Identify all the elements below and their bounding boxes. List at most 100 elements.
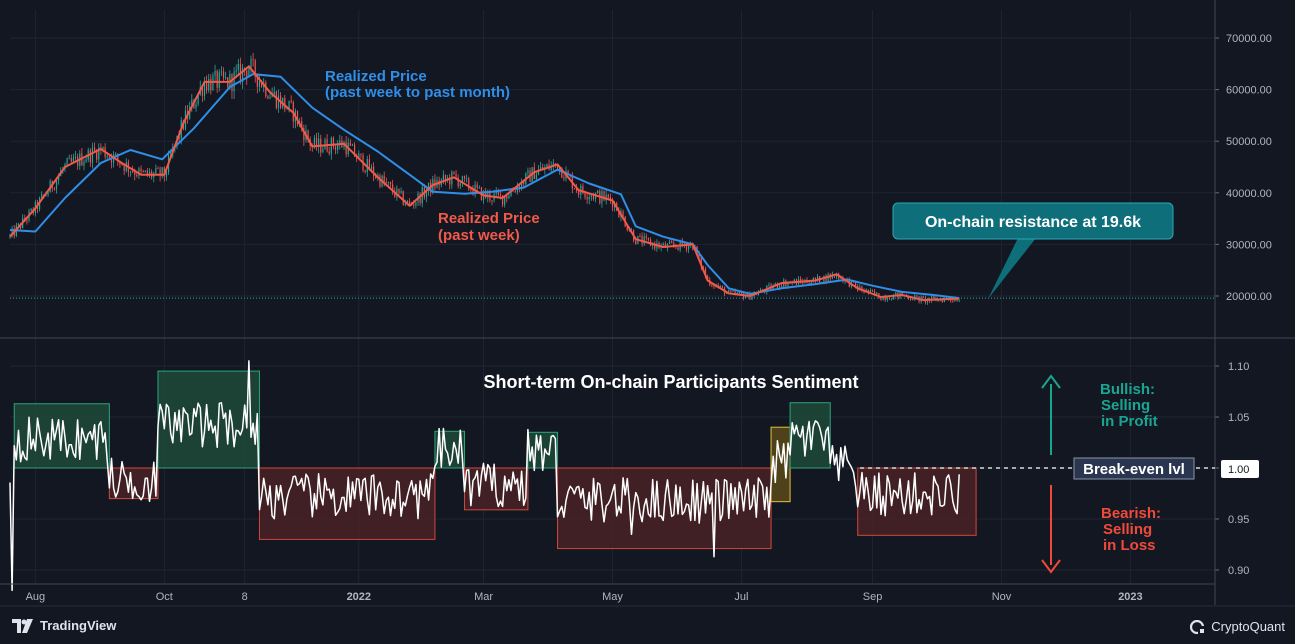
candle-body bbox=[267, 96, 269, 99]
candle-body bbox=[252, 59, 254, 61]
candle-body bbox=[909, 298, 912, 300]
candle-body bbox=[559, 167, 561, 171]
candle-body bbox=[17, 223, 20, 226]
cryptoquant-logo[interactable]: CryptoQuant bbox=[1190, 619, 1285, 634]
candle-body bbox=[485, 191, 487, 198]
candle-body bbox=[618, 210, 620, 218]
realized-price-week-line bbox=[9, 65, 960, 302]
candle-body bbox=[318, 138, 320, 148]
candle-body bbox=[681, 240, 683, 246]
candle-body bbox=[810, 282, 812, 285]
candle-body bbox=[366, 159, 368, 172]
candle-body bbox=[96, 150, 98, 160]
candle-body bbox=[563, 177, 565, 179]
candle-body bbox=[72, 157, 75, 162]
candle-body bbox=[220, 71, 223, 73]
candle-body bbox=[816, 276, 819, 281]
candle-body bbox=[303, 128, 305, 141]
candle-body bbox=[768, 284, 770, 286]
candle-body bbox=[358, 153, 360, 159]
candle-body bbox=[30, 208, 32, 211]
candle-body bbox=[540, 166, 542, 170]
tradingview-logo[interactable]: TradingView bbox=[12, 618, 116, 633]
candle-body bbox=[337, 144, 339, 150]
candle-body bbox=[108, 156, 110, 158]
candle-body bbox=[721, 286, 724, 288]
candle-body bbox=[210, 78, 212, 91]
candle-body bbox=[639, 235, 641, 237]
bearish-label-2: Selling bbox=[1103, 521, 1152, 538]
candle-body bbox=[47, 192, 49, 195]
candle-body bbox=[53, 188, 55, 190]
sentiment-y-tick-label: 1.10 bbox=[1228, 361, 1249, 373]
candle-body bbox=[98, 147, 100, 160]
candle-body bbox=[231, 74, 233, 92]
candle-body bbox=[284, 97, 286, 110]
series-label-week-line2: (past week) bbox=[438, 227, 520, 244]
candle-body bbox=[582, 185, 584, 193]
candle-body bbox=[102, 147, 104, 150]
candle-body bbox=[123, 164, 125, 171]
candle-body bbox=[869, 289, 872, 293]
candle-body bbox=[58, 176, 60, 181]
candle-body bbox=[472, 189, 474, 195]
candle-body bbox=[867, 289, 869, 293]
candle-body bbox=[360, 153, 362, 155]
candle-body bbox=[556, 164, 559, 171]
candle-body bbox=[745, 296, 747, 299]
candle-body bbox=[455, 173, 457, 178]
candle-body bbox=[662, 243, 664, 246]
candle-body bbox=[351, 144, 354, 146]
candle-body bbox=[66, 158, 68, 165]
candle-body bbox=[457, 177, 459, 187]
candle-body bbox=[296, 110, 299, 125]
candle-body bbox=[645, 236, 647, 238]
tradingview-icon bbox=[12, 618, 33, 633]
candle-body bbox=[191, 99, 193, 107]
candle-body bbox=[387, 182, 390, 184]
candle-body bbox=[45, 194, 47, 196]
candle-body bbox=[301, 121, 303, 129]
sentiment-line bbox=[9, 360, 960, 592]
candle-body bbox=[459, 183, 461, 187]
candle-body bbox=[197, 94, 199, 104]
x-tick-label: Mar bbox=[474, 591, 493, 603]
candle-body bbox=[442, 175, 444, 181]
candle-body bbox=[203, 81, 206, 97]
sentiment-y-tick-label: 0.90 bbox=[1228, 565, 1249, 577]
candle-body bbox=[751, 296, 753, 300]
candle-body bbox=[453, 171, 455, 174]
candle-body bbox=[778, 285, 781, 288]
candle-body bbox=[218, 72, 220, 88]
candle-body bbox=[787, 283, 789, 287]
candle-body bbox=[383, 175, 385, 182]
candle-body bbox=[641, 236, 643, 244]
candle-body bbox=[510, 190, 512, 197]
candle-body bbox=[781, 285, 783, 287]
candle-body bbox=[425, 190, 428, 198]
candle-body bbox=[260, 81, 263, 88]
candle-body bbox=[214, 70, 216, 76]
candle-body bbox=[334, 146, 337, 150]
candle-body bbox=[222, 71, 225, 78]
candle-body bbox=[290, 100, 292, 103]
candle-body bbox=[586, 197, 588, 200]
callout-pointer bbox=[988, 238, 1036, 299]
candle-body bbox=[950, 299, 952, 301]
candle-body bbox=[611, 200, 614, 208]
candle-body bbox=[413, 204, 415, 206]
candle-body bbox=[129, 171, 132, 173]
candle-body bbox=[408, 200, 411, 204]
candle-body bbox=[537, 169, 540, 175]
candle-body bbox=[931, 296, 933, 301]
candle-body bbox=[590, 195, 592, 198]
candle-body bbox=[146, 170, 149, 175]
candle-body bbox=[730, 290, 732, 292]
x-tick-label: May bbox=[602, 591, 623, 603]
bearish-label-1: Bearish: bbox=[1101, 505, 1161, 522]
candle-body bbox=[258, 81, 261, 87]
candle-body bbox=[603, 191, 605, 201]
candle-body bbox=[115, 153, 117, 155]
candle-body bbox=[328, 151, 330, 154]
candle-body bbox=[134, 171, 136, 175]
